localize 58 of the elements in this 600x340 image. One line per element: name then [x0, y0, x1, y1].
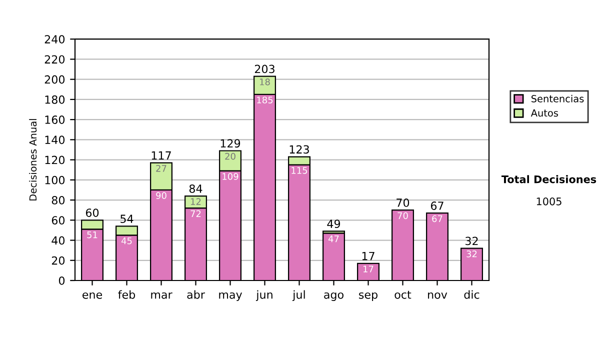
legend-label: Sentencias [531, 94, 584, 102]
data-label: 109 [222, 173, 238, 180]
total-label: 32 [466, 236, 478, 246]
y-tick-label: 220 [44, 55, 65, 64]
y-axis-title: Decisiones Anual [29, 119, 37, 200]
y-tick-label: 20 [52, 256, 65, 265]
data-label: 51 [87, 231, 98, 238]
y-tick-label: 180 [45, 95, 65, 104]
x-tick-label: mar [151, 292, 172, 299]
data-label: 18 [260, 78, 270, 86]
x-tick-label: abr [187, 290, 205, 299]
x-tick-label: ene [82, 292, 102, 299]
x-tick-label: dic [464, 290, 480, 299]
x-tick-label: feb [118, 290, 136, 299]
x-tick-label: may [219, 292, 242, 301]
data-label: 115 [292, 167, 308, 174]
y-tick-label: 100 [45, 176, 65, 184]
total-label: 117 [152, 151, 171, 160]
text: 1005 [536, 197, 562, 206]
data-label: 47 [328, 236, 339, 242]
x-tick-label: jul [292, 290, 305, 301]
data-label: 185 [257, 96, 273, 104]
total-label: 84 [189, 184, 202, 193]
total-label: 54 [120, 214, 134, 224]
data-label: 17 [364, 266, 374, 272]
x-tick-label: oct [394, 290, 412, 299]
total-label: 123 [290, 145, 309, 154]
total-label: 60 [86, 208, 99, 217]
data-label: 27 [156, 164, 166, 172]
y-tick-label: 120 [45, 156, 65, 164]
total-label: 17 [362, 252, 374, 260]
data-label: 67 [432, 215, 442, 222]
y-tick-label: 200 [44, 75, 65, 84]
legend-label: Autos [530, 109, 558, 117]
x-tick-label: ago [324, 292, 344, 301]
data-label: 70 [398, 212, 408, 220]
text: Total Decisiones [501, 175, 596, 184]
data-label: 12 [191, 198, 201, 205]
x-tick-label: jun [256, 290, 272, 301]
y-tick-label: 60 [52, 216, 65, 225]
data-label: 90 [156, 192, 166, 199]
data-label: 32 [466, 250, 477, 258]
total-label: 129 [220, 139, 240, 148]
y-tick-label: 140 [45, 136, 65, 144]
total-label: 49 [327, 220, 340, 228]
x-tick-label: nov [428, 292, 448, 299]
y-tick-label: 40 [52, 236, 65, 245]
total-label: 203 [254, 64, 274, 74]
x-tick-label: sep [359, 292, 378, 301]
y-tick-label: 240 [44, 35, 65, 44]
y-tick-label: 0 [58, 276, 65, 285]
data-label: 72 [190, 210, 201, 217]
data-label: 45 [121, 238, 132, 244]
total-label: 67 [430, 202, 444, 210]
data-label: 20 [225, 152, 236, 160]
total-label: 70 [396, 198, 410, 207]
y-tick-label: 80 [52, 196, 65, 204]
y-tick-label: 160 [45, 116, 65, 124]
